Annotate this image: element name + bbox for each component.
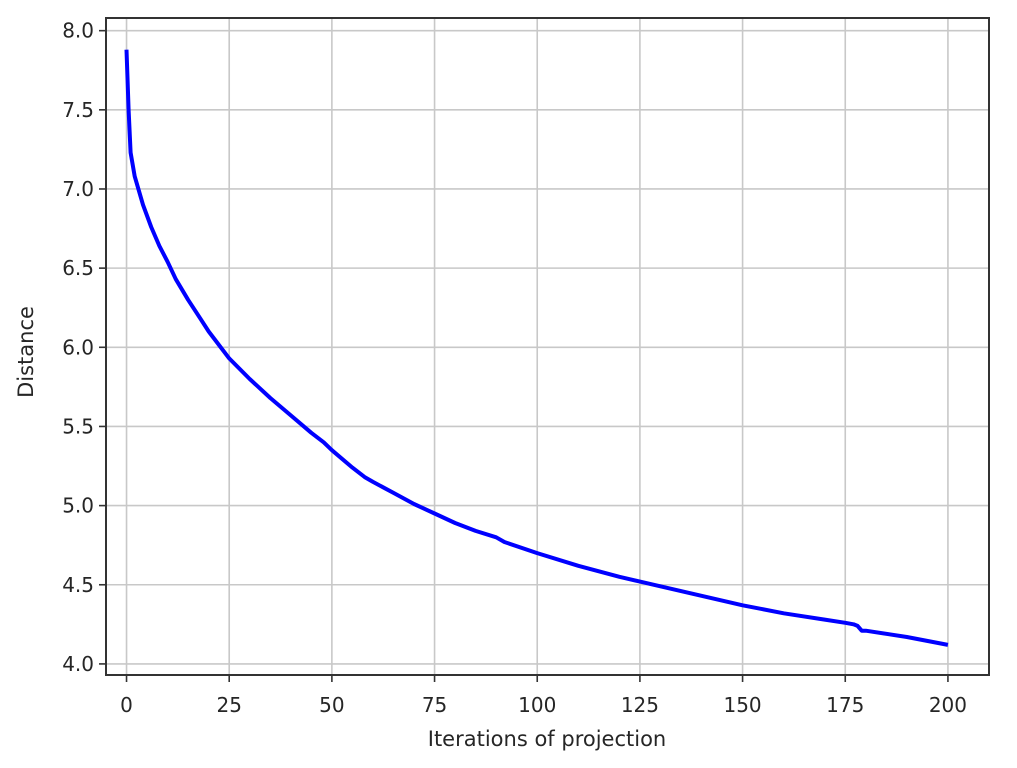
y-tick-label: 5.5 <box>62 414 94 438</box>
y-tick-label: 6.5 <box>62 256 94 280</box>
y-tick-label: 4.5 <box>62 573 94 597</box>
y-tick-label: 7.0 <box>62 177 94 201</box>
y-axis-label: Distance <box>14 306 38 398</box>
y-tick-label: 7.5 <box>62 98 94 122</box>
x-tick-label: 75 <box>422 693 447 717</box>
x-tick-label: 150 <box>723 693 761 717</box>
x-axis-label: Iterations of projection <box>428 727 667 751</box>
grid-lines <box>106 18 989 675</box>
x-tick-label: 200 <box>929 693 967 717</box>
x-tick-label: 25 <box>216 693 241 717</box>
x-tick-label: 0 <box>120 693 133 717</box>
axis-ticks: 0 25 50 75 100 125 150 175 200 4.0 4.5 5.0 5.5 6.0 6.5… <box>62 19 967 717</box>
series-group <box>124 49 949 647</box>
x-tick-label: 100 <box>518 693 556 717</box>
y-tick-label: 6.0 <box>62 335 94 359</box>
x-tick-label: 175 <box>826 693 864 717</box>
plot-frame <box>105 17 990 676</box>
x-tick-label: 50 <box>319 693 344 717</box>
y-tick-label: 8.0 <box>62 19 94 43</box>
y-tick-label: 4.0 <box>62 652 94 676</box>
y-tick-label: 5.0 <box>62 494 94 518</box>
series-line <box>124 49 949 647</box>
x-tick-label: 125 <box>621 693 659 717</box>
